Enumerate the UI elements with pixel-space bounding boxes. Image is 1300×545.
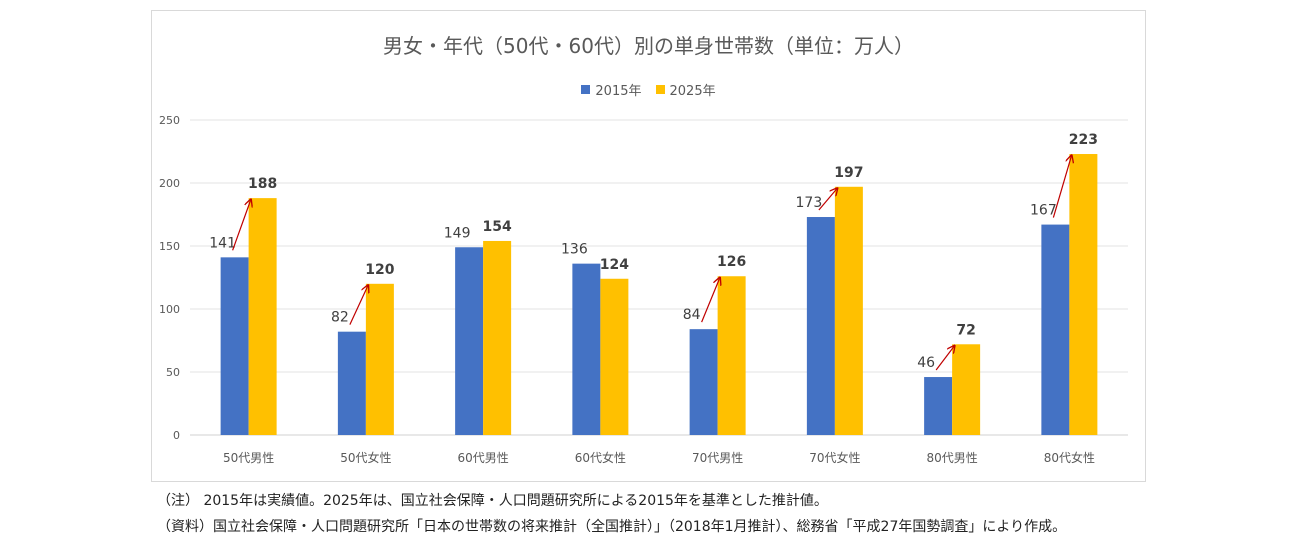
bar-2015-70代男性: [689, 329, 718, 435]
increase-arrow-50代女性: [349, 286, 368, 325]
bar-2025-50代男性: [248, 198, 277, 435]
note-line-1: （注） 2015年は実績値。2025年は、国立社会保障・人口問題研究所による20…: [157, 493, 828, 509]
data-label-2025-50代男性: 188: [248, 176, 277, 192]
bar-2015-60代女性: [572, 263, 601, 435]
data-label-2015-50代女性: 82: [331, 310, 349, 326]
y-tick-label-150: 150: [159, 240, 180, 253]
bar-2015-80代男性: [924, 377, 953, 435]
increase-arrow-70代男性: [701, 278, 720, 323]
bar-2025-70代男性: [717, 276, 746, 435]
bar-2025-60代男性: [483, 240, 512, 435]
bar-2015-70代女性: [806, 217, 835, 435]
x-tick-label-50代男性: 50代男性: [223, 451, 274, 465]
y-tick-label-50: 50: [166, 366, 180, 379]
increase-arrow-80代男性: [935, 346, 954, 371]
x-tick-label-70代男性: 70代男性: [692, 451, 743, 465]
data-label-2015-60代女性: 136: [561, 242, 588, 258]
y-tick-label-0: 0: [173, 429, 180, 442]
legend-item-2015: 2015年: [581, 80, 642, 99]
data-label-2015-50代男性: 141: [209, 235, 236, 251]
chart-title: 男女・年代（50代・60代）別の単身世帯数（単位：万人）: [383, 34, 914, 58]
x-tick-label-60代女性: 60代女性: [575, 450, 626, 465]
legend-swatch-2025: [655, 85, 665, 94]
legend-label-2025: 2025年: [669, 84, 716, 99]
legend-label-2015: 2015年: [595, 84, 642, 99]
y-tick-label-200: 200: [159, 177, 180, 190]
y-tick-label-100: 100: [159, 303, 180, 316]
legend-swatch-2015: [581, 85, 591, 94]
bar-2025-80代女性: [1069, 154, 1098, 435]
bar-2025-70代女性: [834, 186, 863, 435]
bar-2025-50代女性: [365, 283, 394, 435]
chart-legend: 2015年 2025年: [151, 80, 1146, 99]
bar-2015-50代女性: [337, 331, 366, 435]
data-label-2015-80代男性: 46: [917, 355, 935, 371]
note-line-2: （資料）国立社会保障・人口問題研究所「日本の世帯数の将来推計（全国推計）」（20…: [157, 519, 1067, 535]
data-label-2025-60代女性: 124: [600, 257, 629, 273]
data-label-2015-70代男性: 84: [683, 307, 701, 323]
data-label-2025-80代女性: 223: [1069, 132, 1098, 148]
data-label-2025-70代男性: 126: [717, 254, 746, 270]
bar-2015-50代男性: [220, 257, 249, 435]
bar-2015-80代女性: [1041, 224, 1070, 435]
data-label-2025-80代男性: 72: [956, 322, 975, 338]
data-label-2015-80代女性: 167: [1030, 203, 1057, 219]
x-tick-label-80代女性: 80代女性: [1044, 450, 1095, 465]
increase-arrow-80代女性: [1052, 156, 1071, 218]
data-label-2015-60代男性: 149: [444, 225, 471, 241]
data-label-2015-70代女性: 173: [796, 195, 823, 211]
data-label-2025-70代女性: 197: [834, 165, 863, 181]
data-label-2025-50代女性: 120: [365, 262, 394, 278]
bar-2025-60代女性: [600, 278, 629, 435]
data-label-2025-60代男性: 154: [483, 219, 512, 235]
bar-2015-60代男性: [455, 247, 484, 435]
footnotes: （注） 2015年は実績値。2025年は、国立社会保障・人口問題研究所による20…: [157, 488, 1066, 540]
increase-arrow-70代女性: [818, 189, 837, 211]
y-tick-label-250: 250: [159, 114, 180, 127]
bar-2025-80代男性: [952, 344, 981, 435]
x-tick-label-70代女性: 70代女性: [809, 450, 860, 465]
legend-item-2025: 2025年: [655, 80, 716, 99]
x-tick-label-80代男性: 80代男性: [926, 451, 977, 465]
x-tick-label-60代男性: 60代男性: [457, 451, 508, 465]
x-tick-label-50代女性: 50代女性: [340, 450, 391, 465]
increase-arrow-50代男性: [232, 200, 251, 251]
